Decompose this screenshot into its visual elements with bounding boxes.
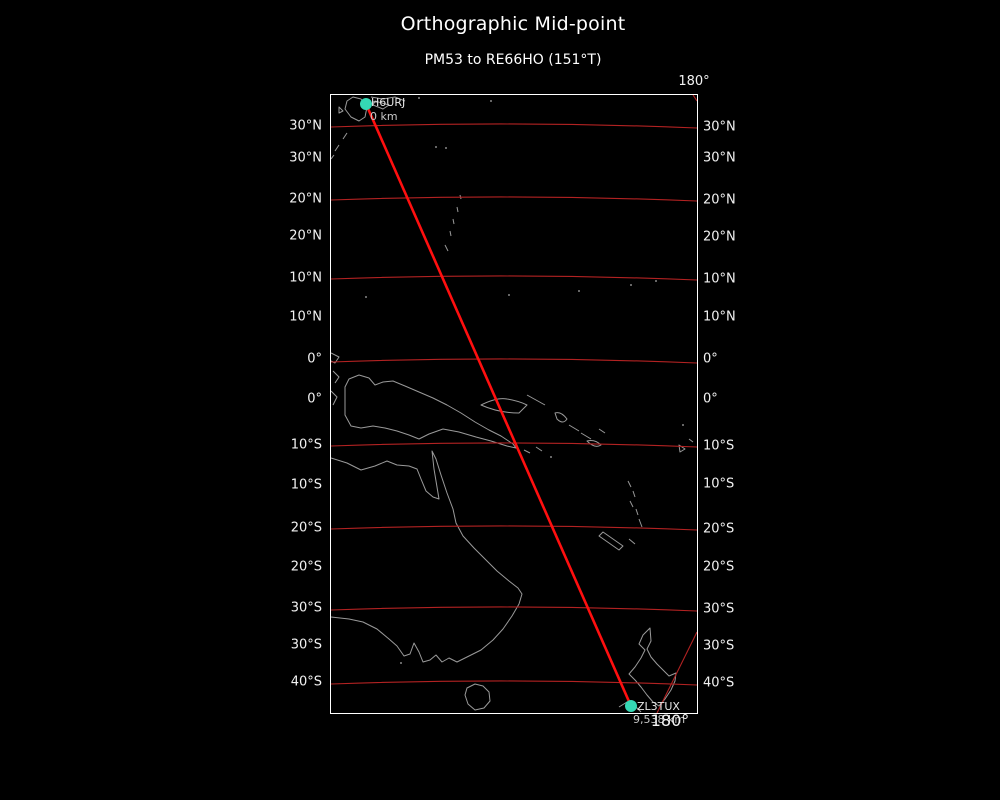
latitude-gridline-30n <box>331 123 697 129</box>
coast-fiji <box>678 444 686 453</box>
latitude-tick-label-left: 30°S <box>290 637 322 653</box>
latitude-tick-label-left: 10°N <box>289 270 322 286</box>
coast-new-ireland <box>526 394 546 406</box>
latitude-tick-label-right: 20°S <box>703 559 735 575</box>
coast-islet <box>535 446 543 452</box>
latitude-tick-label-right: 30°S <box>703 601 735 617</box>
to-marker <box>625 700 637 712</box>
from-marker <box>360 98 372 110</box>
coast-vanuatu <box>635 508 639 516</box>
coast-islet <box>523 449 531 454</box>
coastlines <box>331 96 694 713</box>
latitude-gridline-30s <box>331 606 697 612</box>
coast-fragment <box>331 390 338 406</box>
map-canvas <box>331 95 697 713</box>
coast-new-britain <box>480 398 528 414</box>
coast-ryukyu <box>342 132 348 140</box>
coast-solomons <box>568 424 580 432</box>
latitude-gridline-20n <box>331 196 697 202</box>
latitude-tick-label-left: 30°S <box>290 600 322 616</box>
latitude-tick-label-right: 10°N <box>703 271 736 287</box>
latitude-gridline-0 <box>331 358 697 364</box>
latitude-tick-label-left: 10°N <box>289 309 322 325</box>
latitude-tick-label-right: 10°N <box>703 309 736 325</box>
latitude-tick-label-right: 30°N <box>703 119 736 135</box>
coast-vanuatu <box>638 518 643 528</box>
latitude-tick-label-right: 0° <box>703 391 718 407</box>
coast-guadalcanal <box>586 440 602 447</box>
latitude-gridline-10n <box>331 275 697 281</box>
meridian-label-top: 180° <box>678 74 710 89</box>
from-distance-label: 0 km <box>370 110 398 123</box>
latitude-tick-label-left: 20°N <box>289 191 322 207</box>
coast-fragment <box>332 370 340 384</box>
latitude-tick-label-left: 30°N <box>289 118 322 134</box>
meridian-gridline-180-top <box>692 95 697 102</box>
latitude-tick-label-right: 10°S <box>703 438 735 454</box>
latitude-tick-label-right: 20°N <box>703 229 736 245</box>
coast-marianas <box>456 206 459 213</box>
subtitle: PM53 to RE66HO (151°T) <box>424 52 602 68</box>
latitude-tick-label-left: 20°S <box>290 520 322 536</box>
latitude-tick-label-left: 20°N <box>289 228 322 244</box>
coast-vanuatu <box>627 480 632 488</box>
coast-bougainville <box>554 412 568 423</box>
latitude-tick-label-right: 40°S <box>703 675 735 691</box>
latitude-tick-label-left: 10°S <box>290 477 322 493</box>
coast-new-guinea <box>344 374 517 449</box>
coast-islet <box>338 106 344 114</box>
latitude-tick-label-left: 40°S <box>290 674 322 690</box>
to-distance-label: 9,538 km <box>633 713 686 726</box>
latitude-tick-label-left: 0° <box>307 351 322 367</box>
coast-australia <box>331 450 523 663</box>
latitude-tick-label-right: 10°S <box>703 476 735 492</box>
coast-nz-north-island <box>628 627 677 707</box>
to-callsign-label: ZL3TUX <box>637 700 680 713</box>
map-plot <box>330 94 698 714</box>
coast-shikoku <box>372 100 390 110</box>
coast-marianas <box>452 218 455 225</box>
latitude-tick-label-left: 20°S <box>290 559 322 575</box>
latitude-tick-label-left: 10°S <box>290 437 322 453</box>
coast-honshu-fragment <box>370 96 406 102</box>
coast-ryukyu <box>331 154 335 160</box>
coast-guam <box>444 244 449 252</box>
coast-tasmania <box>464 683 491 711</box>
latitude-tick-label-left: 0° <box>307 391 322 407</box>
coast-santa-cruz <box>598 428 606 434</box>
latitude-gridline-20s <box>331 525 697 531</box>
latitude-tick-label-right: 20°S <box>703 521 735 537</box>
meridian-gridline-180-bottom <box>656 631 697 713</box>
coast-vanuatu <box>632 490 636 498</box>
page-title: Orthographic Mid-point <box>400 13 626 35</box>
coast-fiji <box>688 438 694 443</box>
route-line <box>364 103 633 707</box>
meridian-label-bottom: 180° <box>650 711 690 730</box>
coast-vanuatu <box>629 500 634 508</box>
latitude-tick-label-right: 30°N <box>703 150 736 166</box>
coast-marianas <box>449 230 452 237</box>
coast-ryukyu <box>334 144 340 152</box>
from-callsign-label: H6URJ <box>371 96 406 109</box>
coast-new-caledonia <box>598 531 624 551</box>
latitude-tick-label-right: 30°S <box>703 638 735 654</box>
latitude-tick-label-left: 30°N <box>289 150 322 166</box>
graticule <box>331 95 697 713</box>
latitude-tick-label-right: 20°N <box>703 192 736 208</box>
island-specks <box>365 97 684 664</box>
latitude-gridline-40s <box>331 680 697 686</box>
coast-kyushu <box>344 96 368 122</box>
latitude-tick-label-right: 0° <box>703 351 718 367</box>
coast-loyalty <box>628 538 636 545</box>
coast-solomons <box>580 432 592 440</box>
